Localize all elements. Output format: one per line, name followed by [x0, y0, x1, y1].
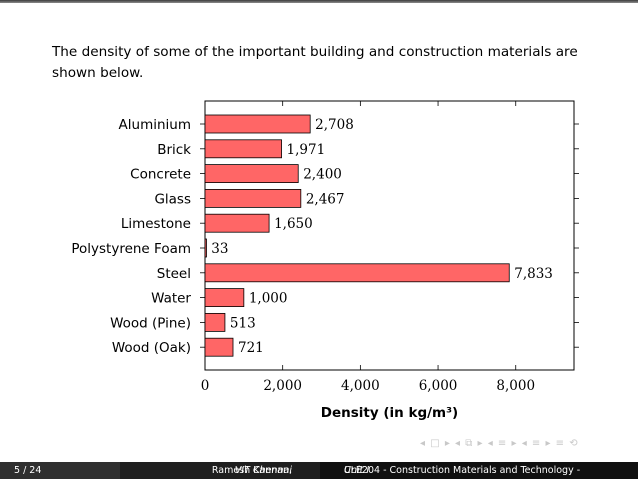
footer-course-segment: CLE204 - Construction Materials and Tech… — [320, 462, 638, 479]
footer-page-segment: 5 / 24 — [0, 462, 120, 479]
category-label: Brick — [157, 142, 191, 158]
category-label: Wood (Pine) — [110, 315, 191, 331]
value-label: 2,708 — [315, 117, 354, 133]
value-label: 33 — [211, 241, 228, 257]
bar-polystyrene-foam — [204, 238, 207, 258]
value-label: 2,467 — [306, 191, 345, 207]
category-label: Concrete — [130, 167, 191, 183]
value-label: 1,971 — [287, 142, 326, 158]
density-bar-chart: Aluminium 2,708 Brick 1,971 Concrete 2,400 Gla… — [71, 100, 579, 421]
page-number: 5 / 24 — [14, 465, 42, 476]
intro-text: The density of some of the important bui… — [52, 44, 578, 81]
plot-frame — [204, 100, 575, 371]
x-tick-label: 2,000 — [263, 378, 302, 394]
footer-author-segment: Ramesh Kannan, VIT Chennai — [120, 462, 320, 479]
footer: 5 / 24 Ramesh Kannan, VIT Chennai CLE204… — [0, 462, 638, 479]
beamer-navigation-bar[interactable]: ◂ □ ▸ ◂ ⧉ ▸ ◂ ≡ ▸ ◂ ≡ ▸ ≡ ⟲ — [420, 438, 579, 452]
value-label: 721 — [238, 340, 264, 356]
bar-wood-pine — [204, 312, 226, 332]
bar-brick — [204, 139, 282, 159]
bar-glass — [204, 188, 302, 208]
category-label: Wood (Oak) — [112, 340, 191, 356]
x-tick-label: 6,000 — [419, 378, 458, 394]
top-rule — [0, 0, 638, 3]
unit-label: Unit I — [344, 465, 370, 476]
navigation-icons[interactable]: ◂ □ ▸ ◂ ⧉ ▸ ◂ ≡ ▸ ◂ ≡ ▸ ≡ ⟲ — [420, 438, 579, 449]
value-label: 1,650 — [274, 216, 313, 232]
x-tick-label: 0 — [201, 378, 210, 394]
category-label: Steel — [157, 266, 191, 282]
bar-wood-oak — [204, 337, 234, 357]
bar-aluminium — [204, 114, 311, 134]
category-label: Glass — [154, 191, 191, 207]
x-tick-label: 8,000 — [496, 378, 535, 394]
value-label: 7,833 — [514, 266, 553, 282]
value-label: 513 — [230, 315, 256, 331]
category-label: Polystyrene Foam — [71, 241, 191, 257]
category-label: Water — [151, 291, 191, 307]
x-tick-label: 4,000 — [341, 378, 380, 394]
bar-steel — [204, 263, 510, 283]
bar-concrete — [204, 164, 299, 184]
category-label: Aluminium — [119, 117, 191, 133]
x-axis-label: Density (in kg/m³) — [321, 405, 458, 421]
course-title: CLE204 - Construction Materials and Tech… — [344, 465, 581, 476]
author-affiliation: VIT Chennai — [234, 465, 292, 476]
author-name: Ramesh Kannan, — [211, 465, 292, 476]
value-label: 1,000 — [249, 291, 288, 307]
bar-limestone — [204, 213, 270, 233]
bar-water — [204, 288, 245, 308]
value-label: 2,400 — [303, 167, 342, 183]
category-label: Limestone — [121, 216, 191, 232]
